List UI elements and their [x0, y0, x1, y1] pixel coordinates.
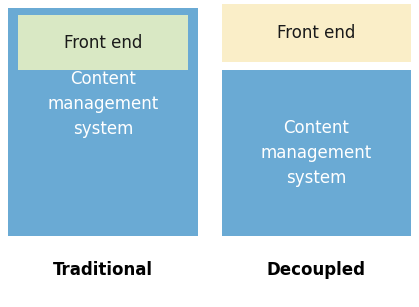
Text: Content
management
system: Content management system	[261, 119, 372, 187]
Bar	[8, 8, 198, 236]
Text: Traditional: Traditional	[53, 261, 153, 279]
Bar	[18, 15, 188, 70]
Text: Content
management
system: Content management system	[47, 70, 159, 138]
Text: Front end: Front end	[277, 24, 356, 42]
Bar	[222, 4, 411, 62]
Text: Front end: Front end	[64, 33, 142, 52]
Bar	[222, 70, 411, 236]
Text: Decoupled: Decoupled	[266, 261, 365, 279]
